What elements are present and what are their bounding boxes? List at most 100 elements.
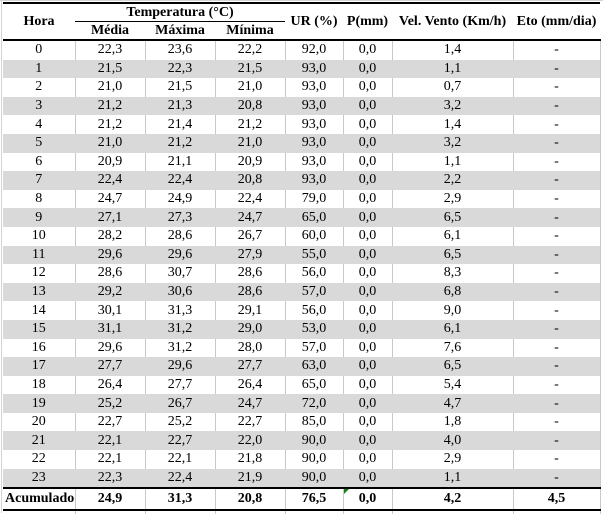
table-cell[interactable]: 0,0: [343, 171, 393, 190]
table-cell[interactable]: -: [513, 468, 601, 489]
table-cell[interactable]: 6,1: [392, 226, 514, 246]
table-cell[interactable]: 22,1: [75, 450, 146, 469]
table-cell[interactable]: 22,4: [145, 468, 216, 489]
table-cell[interactable]: -: [513, 245, 601, 265]
table-cell[interactable]: 65,0: [285, 208, 344, 227]
table-cell[interactable]: 4,0: [392, 431, 514, 451]
table-cell[interactable]: 10: [3, 226, 76, 246]
table-cell[interactable]: -: [513, 40, 601, 60]
table-cell[interactable]: 5: [3, 133, 76, 153]
table-cell[interactable]: 29,1: [215, 301, 286, 320]
table-cell[interactable]: 0,0: [343, 450, 393, 469]
table-cell[interactable]: -: [513, 301, 601, 320]
table-cell[interactable]: 21,8: [215, 450, 286, 469]
table-cell[interactable]: 30,6: [145, 282, 216, 302]
table-cell[interactable]: 0,7: [392, 78, 514, 97]
table-cell[interactable]: 57,0: [285, 338, 344, 358]
table-cell[interactable]: 0,0: [343, 40, 393, 60]
table-cell[interactable]: -: [513, 59, 601, 79]
table-cell[interactable]: 6,5: [392, 208, 514, 227]
table-cell[interactable]: 19: [3, 394, 76, 413]
table-cell[interactable]: 28,0: [215, 338, 286, 358]
table-cell[interactable]: 21,0: [215, 133, 286, 153]
acumulado-minima-cell[interactable]: 20,8: [215, 487, 286, 512]
table-cell[interactable]: 0,0: [343, 468, 393, 489]
table-cell[interactable]: 21,5: [215, 59, 286, 79]
table-cell[interactable]: 26,7: [145, 394, 216, 413]
table-cell[interactable]: 8: [3, 189, 76, 209]
table-cell[interactable]: 63,0: [285, 357, 344, 376]
table-cell[interactable]: 22,3: [75, 468, 146, 489]
table-cell[interactable]: -: [513, 338, 601, 358]
table-cell[interactable]: 3,2: [392, 96, 514, 116]
table-cell[interactable]: 21,2: [145, 133, 216, 153]
table-cell[interactable]: -: [513, 264, 601, 283]
table-cell[interactable]: 14: [3, 301, 76, 320]
table-cell[interactable]: 0,0: [343, 375, 393, 395]
table-cell[interactable]: 57,0: [285, 282, 344, 302]
table-cell[interactable]: 22,4: [215, 189, 286, 209]
table-cell[interactable]: 22,3: [145, 59, 216, 79]
table-cell[interactable]: 0,0: [343, 208, 393, 227]
table-cell[interactable]: 22,4: [145, 171, 216, 190]
table-cell[interactable]: -: [513, 171, 601, 190]
table-cell[interactable]: 26,7: [215, 226, 286, 246]
table-cell[interactable]: 65,0: [285, 375, 344, 395]
table-cell[interactable]: 22,2: [215, 40, 286, 60]
table-cell[interactable]: 3,2: [392, 133, 514, 153]
table-cell[interactable]: 5,4: [392, 375, 514, 395]
table-cell[interactable]: 0,0: [343, 431, 393, 451]
table-cell[interactable]: 29,6: [75, 338, 146, 358]
table-cell[interactable]: 1,4: [392, 115, 514, 134]
table-cell[interactable]: 72,0: [285, 394, 344, 413]
table-cell[interactable]: -: [513, 96, 601, 116]
table-cell[interactable]: -: [513, 78, 601, 97]
table-cell[interactable]: 13: [3, 282, 76, 302]
table-cell[interactable]: 17: [3, 357, 76, 376]
col-header-hora[interactable]: Hora: [3, 2, 75, 41]
table-cell[interactable]: 30,1: [75, 301, 146, 320]
table-cell[interactable]: 56,0: [285, 301, 344, 320]
table-cell[interactable]: 22: [3, 450, 76, 469]
table-cell[interactable]: 20: [3, 412, 76, 432]
table-cell[interactable]: 29,6: [145, 357, 216, 376]
table-cell[interactable]: 9: [3, 208, 76, 227]
table-cell[interactable]: 56,0: [285, 264, 344, 283]
table-cell[interactable]: -: [513, 282, 601, 302]
table-cell[interactable]: 25,2: [75, 394, 146, 413]
table-cell[interactable]: 2,9: [392, 450, 514, 469]
table-cell[interactable]: 26,4: [75, 375, 146, 395]
col-header-p[interactable]: P(mm): [343, 2, 392, 41]
table-cell[interactable]: 0,0: [343, 115, 393, 134]
acumulado-vel-vento-cell[interactable]: 4,2: [392, 487, 514, 512]
table-cell[interactable]: 26,4: [215, 375, 286, 395]
table-cell[interactable]: 20,8: [215, 171, 286, 190]
table-cell[interactable]: 85,0: [285, 412, 344, 432]
table-cell[interactable]: 93,0: [285, 171, 344, 190]
col-header-media[interactable]: Média: [75, 21, 145, 41]
table-cell[interactable]: 31,1: [75, 319, 146, 339]
table-cell[interactable]: -: [513, 152, 601, 172]
table-cell[interactable]: 1,1: [392, 468, 514, 489]
table-cell[interactable]: 0,0: [343, 59, 393, 79]
table-cell[interactable]: 0,0: [343, 152, 393, 172]
table-cell[interactable]: 0: [3, 40, 76, 60]
table-cell[interactable]: 4,7: [392, 394, 514, 413]
table-cell[interactable]: 30,7: [145, 264, 216, 283]
table-cell[interactable]: 11: [3, 245, 76, 265]
table-cell[interactable]: 21,2: [75, 115, 146, 134]
table-cell[interactable]: 28,6: [145, 226, 216, 246]
table-cell[interactable]: 55,0: [285, 245, 344, 265]
table-cell[interactable]: -: [513, 450, 601, 469]
table-cell[interactable]: 2: [3, 78, 76, 97]
table-cell[interactable]: 0,0: [343, 301, 393, 320]
table-cell[interactable]: 25,2: [145, 412, 216, 432]
table-cell[interactable]: 92,0: [285, 40, 344, 60]
table-cell[interactable]: 4: [3, 115, 76, 134]
table-cell[interactable]: 31,2: [145, 338, 216, 358]
acumulado-ur-cell[interactable]: 76,5: [285, 487, 344, 512]
table-cell[interactable]: 0,0: [343, 226, 393, 246]
table-cell[interactable]: 0,0: [343, 319, 393, 339]
table-cell[interactable]: 28,6: [75, 264, 146, 283]
table-cell[interactable]: 6: [3, 152, 76, 172]
